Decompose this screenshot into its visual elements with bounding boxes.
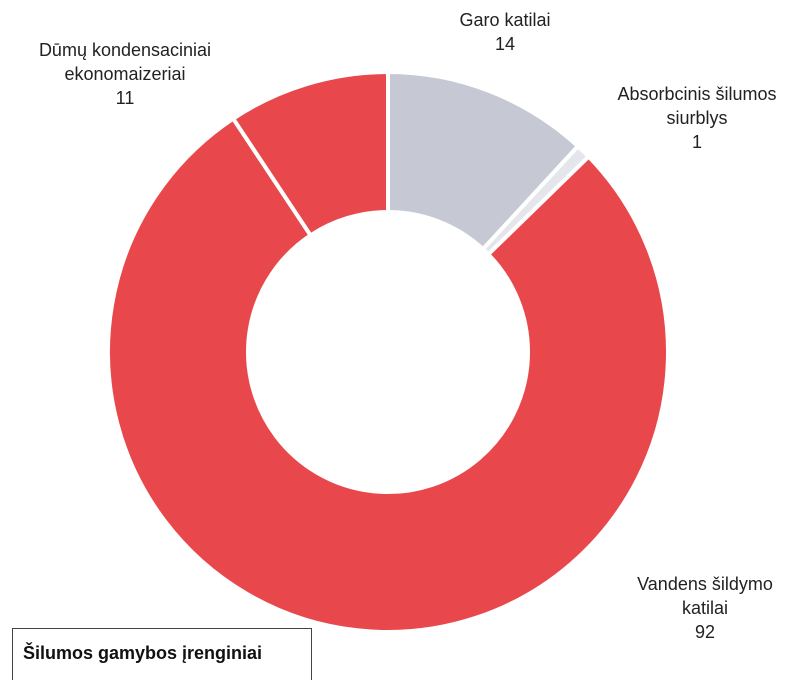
- data-label: Dūmų kondensaciniai ekonomaizeriai 11: [25, 38, 225, 110]
- value-label: 1: [691, 132, 702, 152]
- donut-slice: [106, 115, 670, 634]
- value-label: 11: [115, 88, 135, 108]
- value-label: 14: [494, 34, 516, 54]
- category-label: Absorbcinis šilumos siurblys: [617, 84, 777, 128]
- chart-title: Šilumos gamybos įrenginiai: [12, 628, 312, 680]
- data-label: Garo katilai 14: [435, 8, 575, 56]
- donut-slice: [230, 69, 390, 239]
- value-label: 92: [694, 622, 716, 642]
- category-label: Dūmų kondensaciniai ekonomaizeriai: [38, 40, 212, 84]
- data-label: Absorbcinis šilumos siurblys 1: [600, 82, 795, 154]
- data-label: Vandens šildymo katilai 92: [620, 572, 790, 644]
- category-label: Vandens šildymo katilai: [637, 574, 773, 618]
- category-label: Garo katilai: [459, 10, 551, 30]
